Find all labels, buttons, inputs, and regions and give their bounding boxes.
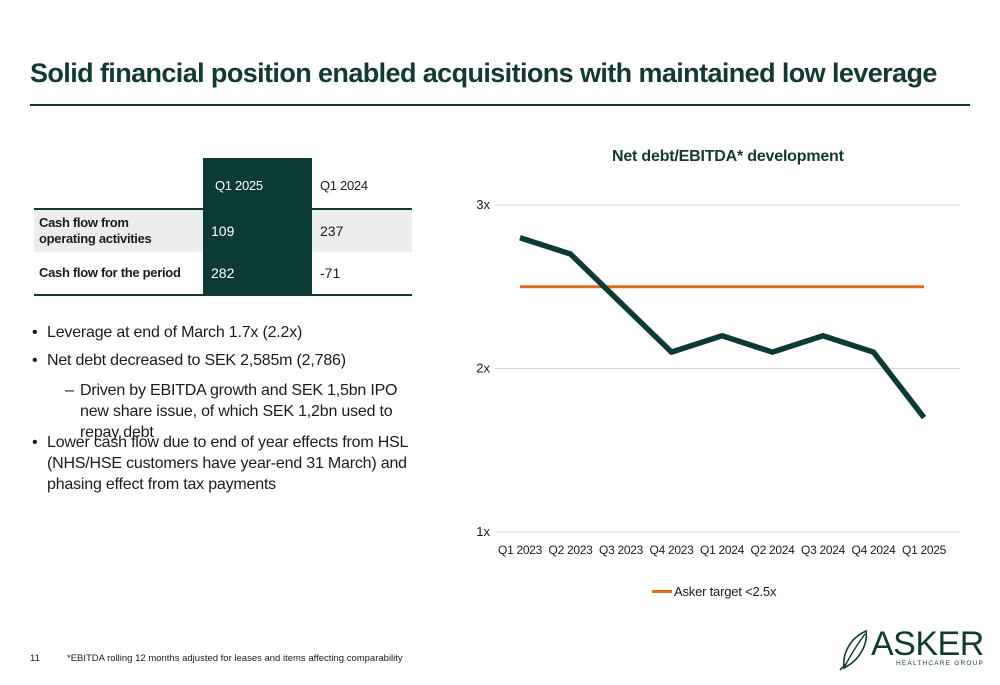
table-row: Cash flow for the period 282 -71	[34, 252, 412, 294]
sub-bullet-marker: –	[65, 382, 74, 399]
bullet-marker: •	[32, 434, 38, 451]
x-tick-label: Q4 2024	[852, 543, 897, 557]
leaf-icon	[839, 629, 868, 671]
x-tick-label: Q1 2025	[902, 543, 947, 557]
column-header-q1-2024: Q1 2024	[320, 178, 368, 193]
y-tick-label: 3x	[476, 197, 490, 212]
bullet-marker: •	[32, 352, 38, 369]
bullet-text: Leverage at end of March 1.7x (2.2x)	[47, 324, 303, 341]
legend-swatch-target	[652, 590, 672, 594]
cell-operating-q1-2024: 237	[320, 223, 344, 239]
y-tick-label: 1x	[476, 524, 490, 539]
page-number: 11	[30, 653, 40, 664]
title-divider	[30, 104, 970, 106]
net-debt-ebitda-chart: 1x 2x 3x Q1 2023 Q2 2023 Q3 2023 Q4 2023 Q1 202…	[476, 197, 960, 557]
x-tick-label: Q1 2023	[498, 543, 543, 557]
x-tick-label: Q3 2023	[599, 543, 644, 557]
series-line-net-debt-ebitda	[519, 235, 927, 420]
x-tick-label: Q1 2024	[700, 543, 745, 557]
table-header-rule	[34, 208, 412, 210]
footnote: *EBITDA rolling 12 months adjusted for l…	[67, 653, 403, 664]
cell-period-q1-2024: -71	[320, 265, 341, 281]
row-label-period: Cash flow for the period	[39, 265, 181, 280]
cell-period-q1-2025: 282	[211, 265, 235, 281]
chart-legend: Asker target <2.5x	[652, 584, 776, 599]
column-header-q1-2025: Q1 2025	[215, 178, 263, 193]
cell-operating-q1-2025: 109	[211, 223, 235, 239]
sub-bullet-text: Driven by EBITDA growth and SEK 1,5bn IP…	[80, 382, 398, 441]
x-tick-label: Q3 2024	[801, 543, 846, 557]
row-label-operating: Cash flow from operating activities	[39, 215, 152, 247]
row-label-line2: operating activities	[39, 231, 152, 246]
x-tick-label: Q4 2023	[650, 543, 695, 557]
bullet-text: Net debt decreased to SEK 2,585m (2,786)	[47, 352, 346, 369]
asker-logo: ASKER HEALTHCARE GROUP	[838, 625, 984, 673]
bullet-marker: •	[32, 324, 38, 341]
table-bottom-rule	[34, 294, 412, 296]
legend-label-target: Asker target <2.5x	[674, 584, 777, 599]
logo-tagline: HEALTHCARE GROUP	[896, 660, 985, 667]
y-tick-label: 2x	[476, 361, 490, 376]
table-row: Cash flow from operating activities 109 …	[34, 210, 412, 252]
x-tick-label: Q2 2024	[751, 543, 796, 557]
highlight-column	[203, 158, 312, 295]
bullet-text: Lower cash flow due to end of year effec…	[47, 434, 408, 493]
x-tick-label: Q2 2023	[549, 543, 594, 557]
page-title: Solid financial position enabled acquisi…	[30, 58, 937, 88]
chart-title: Net debt/EBITDA* development	[612, 148, 844, 165]
row-label-line1: Cash flow from	[39, 215, 129, 230]
logo-wordmark: ASKER	[871, 625, 984, 663]
